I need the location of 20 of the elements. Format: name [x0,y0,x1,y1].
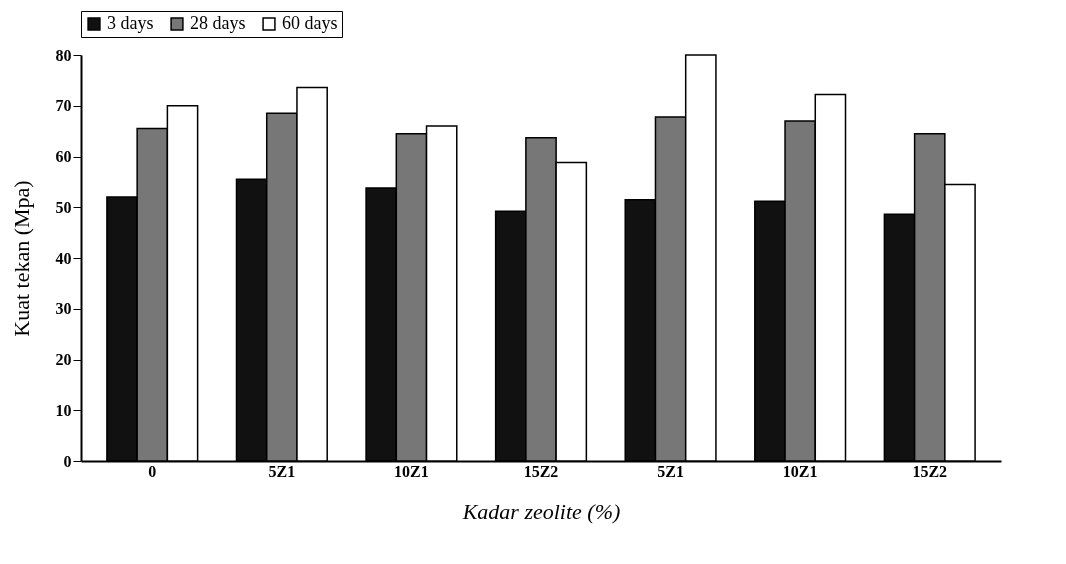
y-tick-label: 60 [55,148,72,165]
y-tick-label: 30 [55,300,72,318]
x-tick-label: 15Z2 [912,462,948,480]
x-tick-label: 0 [148,462,157,480]
legend-label: 3 days [107,13,154,33]
x-axis-title: Kadar zeolite (%) [461,498,621,524]
y-tick-label: 50 [55,198,72,216]
y-tick-label: 80 [55,46,72,64]
x-tick-label: 15Z2 [523,462,559,480]
y-tick-label: 70 [55,97,72,115]
y-tick-label: 10 [55,401,72,419]
y-tick-label: 20 [55,351,72,368]
y-axis-title: Kuat tekan (Mpa) [8,180,34,337]
x-tick-label: 10Z1 [782,462,818,480]
y-tick-label: 40 [55,249,72,267]
legend-label: 60 days [282,13,338,33]
x-tick-label: 5Z1 [268,462,296,480]
x-tick-label: 10Z1 [394,462,429,480]
x-tick-label: 5Z1 [657,462,684,480]
legend-label: 28 days [190,13,246,33]
